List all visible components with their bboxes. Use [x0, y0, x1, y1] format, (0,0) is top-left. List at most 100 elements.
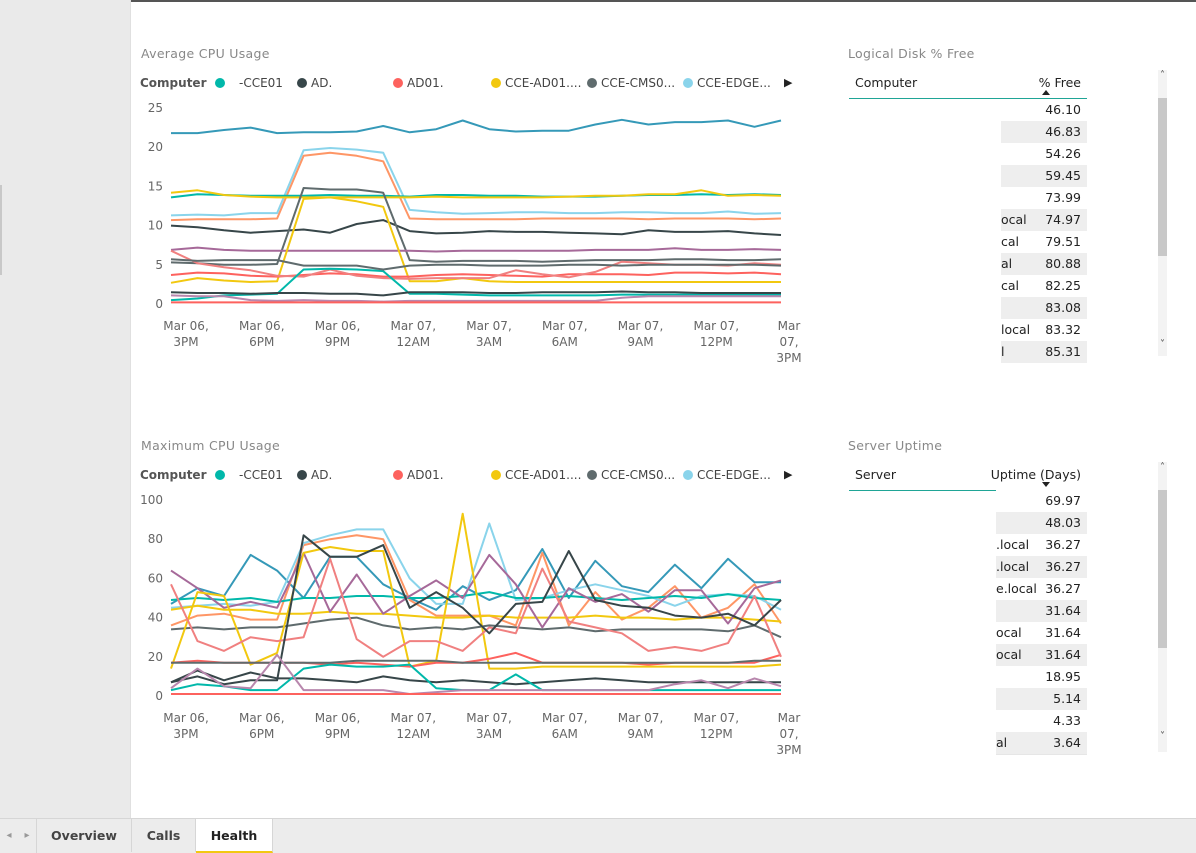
legend-next-arrow-icon[interactable]: ▶ [784, 468, 793, 481]
scroll-up-icon[interactable]: ˄ [1160, 462, 1165, 473]
legend-dot [587, 78, 597, 88]
table-row[interactable]: .local 36.27 [996, 534, 1087, 557]
table-row[interactable]: local 83.32 [1001, 319, 1087, 341]
table-row[interactable]: ocal 31.64 [996, 644, 1087, 667]
legend-dot [297, 78, 307, 88]
table-row[interactable]: e.local 36.27 [996, 578, 1087, 601]
table-row[interactable]: cal 82.25 [1001, 275, 1087, 297]
table-row[interactable]: 46.83 [1001, 121, 1087, 143]
series-line [170, 557, 782, 658]
max-legend-item[interactable]: AD. [297, 468, 332, 482]
avg-legend-item[interactable]: CCE-EDGE... [683, 76, 771, 90]
table-row[interactable]: 18.95 [996, 666, 1087, 689]
table-row[interactable]: al 3.64 [996, 732, 1087, 755]
scroll-down-icon[interactable]: ˅ [1160, 339, 1165, 350]
scroll-down-icon[interactable]: ˅ [1160, 731, 1165, 742]
uptime-col-days[interactable]: Uptime (Days) [990, 467, 1081, 482]
avg-legend-item[interactable]: CCE-CMS0... [587, 76, 675, 90]
y-tick-label: 40 [148, 611, 163, 625]
avg-legend-item[interactable]: AD01. [393, 76, 444, 90]
row-value: 18.95 [1045, 669, 1081, 684]
tab-calls[interactable]: Calls [132, 819, 196, 852]
table-row[interactable]: .local 36.27 [996, 556, 1087, 579]
max-legend-item[interactable]: AD01. [393, 468, 444, 482]
uptime-table: Server Uptime (Days) 69.97 48.03 .local 36.… [848, 462, 1168, 762]
table-row[interactable]: 83.08 [1001, 297, 1087, 319]
series-line [170, 151, 782, 222]
series-line [170, 653, 782, 695]
row-name: .local [996, 537, 1030, 552]
series-line [170, 512, 782, 670]
legend-dot [393, 470, 403, 480]
table-row[interactable]: ocal 31.64 [996, 622, 1087, 645]
sort-ascending-icon [1042, 90, 1050, 95]
uptime-table-header: Server Uptime (Days) [849, 462, 1087, 491]
x-tick-label: Mar 07, 12AM [390, 711, 436, 741]
row-value: 31.64 [1045, 603, 1081, 618]
tab-health[interactable]: Health [196, 819, 273, 853]
table-row[interactable]: 31.64 [996, 600, 1087, 623]
row-name: ocal [1001, 212, 1027, 227]
row-value: 48.03 [1045, 515, 1081, 530]
max-cpu-title: Maximum CPU Usage [141, 438, 280, 453]
avg-legend-item[interactable]: CCE-AD01.... [491, 76, 581, 90]
table-row[interactable]: 46.10 [1001, 99, 1087, 121]
y-tick-label: 10 [148, 219, 163, 233]
max-legend-item[interactable]: -CCE01 [215, 468, 283, 482]
row-value: 83.32 [1045, 322, 1081, 337]
row-name: e.local [996, 581, 1037, 596]
series-line [171, 659, 781, 664]
scroll-thumb[interactable] [1158, 98, 1167, 256]
max-cpu-legend-title: Computer [140, 468, 207, 482]
series-line [170, 604, 782, 623]
next-page-icon[interactable]: ▸ [18, 819, 37, 853]
table-row[interactable]: cal 79.51 [1001, 231, 1087, 253]
legend-next-arrow-icon[interactable]: ▶ [784, 76, 793, 89]
y-tick-label: 100 [140, 493, 163, 507]
legend-dot [215, 78, 225, 88]
table-row[interactable]: 73.99 [1001, 187, 1087, 209]
max-legend-item[interactable]: CCE-EDGE... [683, 468, 771, 482]
disk-col-free[interactable]: % Free [1038, 75, 1081, 90]
row-value: 59.45 [1045, 168, 1081, 183]
disk-scrollbar[interactable]: ˄ ˅ [1158, 70, 1167, 356]
y-tick-label: 25 [148, 101, 163, 115]
max-cpu-legend: Computer -CCE01 AD. AD01. CCE-AD01.... C… [140, 468, 800, 484]
series-line [170, 246, 782, 253]
table-row[interactable]: 5.14 [996, 688, 1087, 711]
disk-col-computer[interactable]: Computer [855, 75, 918, 90]
legend-dot [683, 470, 693, 480]
table-row[interactable]: 69.97 [996, 490, 1087, 513]
scroll-thumb[interactable] [1158, 490, 1167, 648]
table-row[interactable]: al 80.88 [1001, 253, 1087, 275]
row-name: ocal [996, 625, 1022, 640]
series-line [170, 551, 782, 629]
table-row[interactable]: 4.33 [996, 710, 1087, 733]
table-row[interactable]: l 85.31 [1001, 341, 1087, 363]
uptime-scrollbar[interactable]: ˄ ˅ [1158, 462, 1167, 752]
max-legend-item[interactable]: CCE-AD01.... [491, 468, 581, 482]
prev-page-icon[interactable]: ◂ [6, 830, 12, 841]
row-name: l [1001, 344, 1005, 359]
scroll-up-icon[interactable]: ˄ [1160, 70, 1165, 81]
series-line [170, 258, 782, 271]
series-line [170, 290, 781, 297]
avg-legend-item[interactable]: -CCE01 [215, 76, 283, 90]
row-value: 83.08 [1045, 300, 1081, 315]
row-name: cal [1001, 278, 1020, 293]
row-value: 74.97 [1045, 212, 1081, 227]
uptime-col-server[interactable]: Server [855, 467, 896, 482]
table-row[interactable]: 59.45 [1001, 165, 1087, 187]
row-value: 31.64 [1045, 625, 1081, 640]
table-row[interactable]: ocal 74.97 [1001, 209, 1087, 231]
series-line [170, 196, 781, 284]
row-value: 82.25 [1045, 278, 1081, 293]
avg-cpu-chart: 0 5 10 15 20 25 Mar 06, 3PM Mar 06, 6PM Mar 06, 9PM… [148, 101, 802, 365]
row-value: 5.14 [1053, 691, 1081, 706]
tab-overview[interactable]: Overview [37, 819, 132, 852]
max-legend-item[interactable]: CCE-CMS0... [587, 468, 675, 482]
table-row[interactable]: 48.03 [996, 512, 1087, 535]
avg-legend-item[interactable]: AD. [297, 76, 332, 90]
series-line [170, 219, 782, 236]
table-row[interactable]: 54.26 [1001, 143, 1087, 165]
